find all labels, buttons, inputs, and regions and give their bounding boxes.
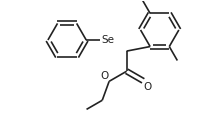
Text: O: O — [100, 71, 108, 81]
Text: O: O — [144, 82, 152, 92]
Text: Se: Se — [101, 35, 114, 45]
